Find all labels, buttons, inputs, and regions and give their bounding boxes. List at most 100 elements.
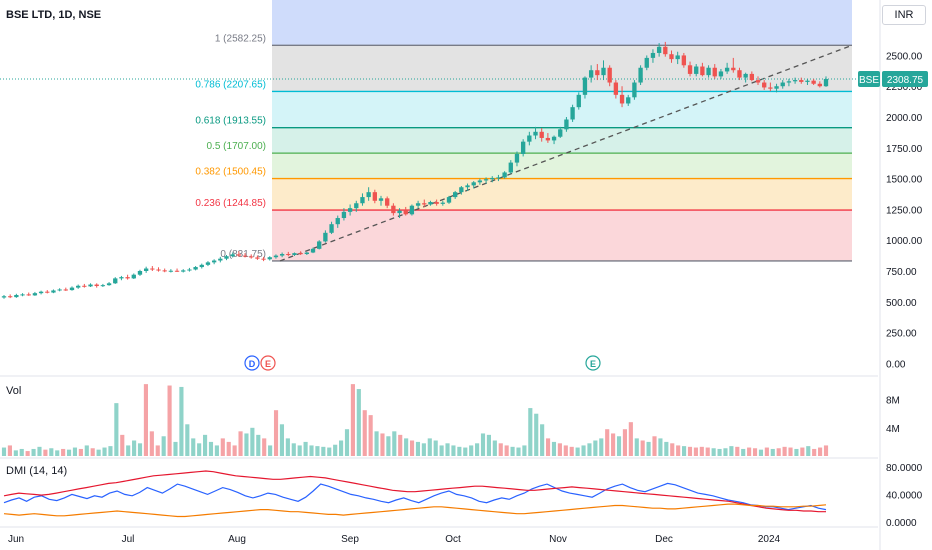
volume-bar [806, 446, 811, 456]
candle-body [100, 285, 106, 287]
volume-bar [593, 440, 598, 456]
candle [174, 268, 180, 272]
x-axis-label: Oct [445, 534, 461, 545]
candle-body [181, 270, 186, 272]
candle [533, 126, 538, 140]
currency-selector[interactable]: INR [882, 5, 926, 25]
candle-body [823, 78, 829, 87]
candle-body [236, 254, 242, 256]
candle [718, 68, 724, 79]
candle [106, 282, 112, 286]
candle [20, 293, 25, 297]
candle [360, 193, 365, 206]
volume-bar [72, 447, 78, 456]
candle [255, 255, 260, 260]
candle [465, 183, 470, 191]
candle [724, 62, 730, 74]
price-tick-label: 1750.00 [886, 144, 923, 155]
candle [45, 290, 50, 294]
candle-body [811, 80, 816, 84]
candle [63, 287, 68, 291]
volume-bar [31, 448, 36, 456]
candle [415, 200, 421, 209]
volume-tick-label: 4M [886, 424, 900, 435]
candle [650, 49, 656, 63]
candle-body [527, 135, 532, 142]
candle-body [656, 46, 662, 53]
candle-body [113, 278, 118, 284]
volume-bar [463, 447, 468, 456]
dmi-tick-label: 80.0000 [886, 463, 923, 474]
candle-body [576, 94, 581, 108]
x-axis-label: Jul [122, 534, 135, 545]
volume-bar [84, 445, 89, 456]
fib-band [272, 178, 852, 211]
candle [508, 160, 513, 174]
symbol-title: BSE LTD, 1D, NSE [6, 9, 102, 21]
candle-body [613, 82, 619, 95]
candle [38, 290, 44, 295]
volume-bar [55, 450, 60, 456]
candle [780, 80, 785, 89]
candle [372, 189, 377, 204]
volume-bar [427, 438, 432, 456]
volume-bar [469, 445, 474, 456]
candle-body [168, 270, 174, 272]
candle [564, 117, 569, 132]
candle-body [496, 177, 501, 179]
candle [224, 254, 229, 261]
candle [261, 256, 266, 262]
volume-bar [126, 445, 131, 456]
volume-bar [344, 429, 350, 456]
volume-bar [214, 445, 219, 456]
candle-body [218, 258, 223, 261]
candle-body [174, 270, 180, 272]
volume-bar [173, 441, 178, 456]
candle [335, 215, 340, 228]
volume-bar [569, 446, 574, 456]
candle-body [471, 182, 476, 186]
candle [805, 78, 810, 85]
candle-body [193, 267, 198, 270]
candle-body [32, 293, 38, 296]
x-axis-label: 2024 [758, 534, 781, 545]
candle [483, 177, 489, 184]
candle [626, 94, 631, 106]
fib-band-top [272, 0, 852, 46]
candle-body [76, 285, 81, 288]
last-symbol-badge [858, 70, 880, 87]
volume-bar [652, 436, 657, 456]
volume-bar [439, 445, 444, 456]
volume-bar [1, 447, 7, 456]
price-tick-label: 0.00 [886, 359, 906, 370]
volume-bar [433, 440, 438, 456]
volume-bar [723, 448, 728, 456]
candle [8, 294, 13, 299]
candle-body [422, 203, 427, 205]
event-marker [260, 355, 276, 371]
candle [249, 254, 254, 259]
candle-body [26, 294, 31, 296]
fib-level-label: 1 (2582.25) [215, 33, 266, 44]
price-tick-label: 2250.00 [886, 82, 923, 93]
volume-bar [155, 445, 160, 456]
fib-level-label: 0.382 (1500.45) [195, 167, 266, 178]
candle-body [520, 141, 526, 154]
candle-body [88, 284, 93, 287]
volume-bar [197, 443, 202, 456]
price-tick-label: 750.00 [886, 267, 917, 278]
candle [181, 269, 186, 273]
volume-bar [800, 447, 805, 456]
candle [632, 80, 637, 100]
candle-body [681, 55, 687, 66]
candle-body [755, 80, 761, 83]
last-price-badge [882, 70, 928, 87]
candle-body [465, 185, 470, 188]
volume-bar [315, 446, 320, 456]
candle [576, 92, 581, 110]
candle [156, 267, 161, 272]
candle-body [477, 180, 483, 183]
volume-bar [43, 449, 48, 456]
volume-bar [143, 384, 148, 456]
